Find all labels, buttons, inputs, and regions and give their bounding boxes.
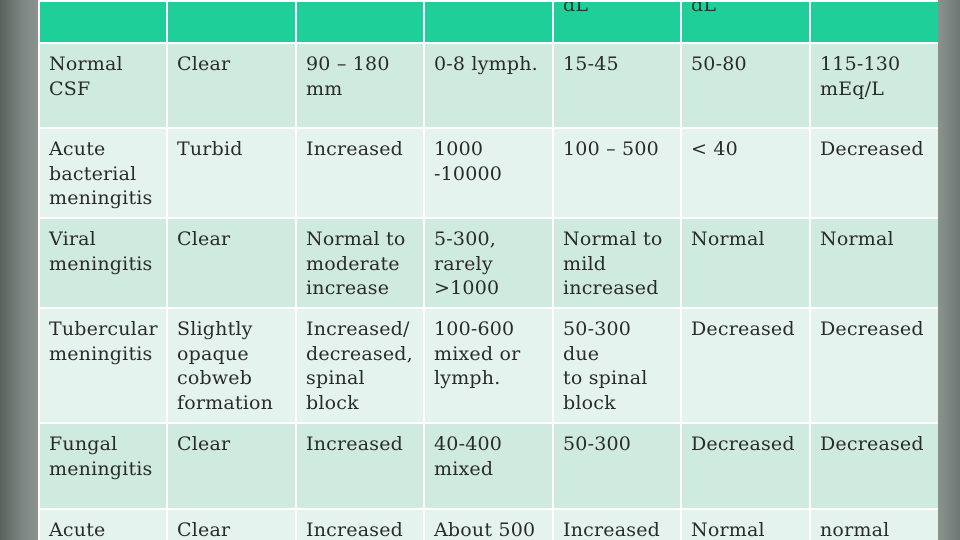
- table-cell: Normal: [680, 217, 811, 309]
- table-row: Tubercular meningitis Slightly opaque co…: [38, 307, 938, 424]
- table-cell: Tubercular meningitis: [38, 307, 168, 424]
- header-cell: [38, 0, 168, 44]
- table-cell: < 40: [680, 127, 811, 219]
- header-cell-glucose: dL: [680, 0, 811, 44]
- table-header-row: dL dL: [38, 0, 938, 44]
- table-cell: Acute: [38, 508, 168, 540]
- table-cell: About 500: [423, 508, 554, 540]
- table-cell: Normal to moderate increase: [295, 217, 425, 309]
- table-cell: Normal to mild increased: [552, 217, 682, 309]
- header-cell: [809, 0, 938, 44]
- table-cell: Normal CSF: [38, 42, 168, 129]
- table-cell: 1000 -10000: [423, 127, 554, 219]
- table-row: Acute Clear Increased About 500 Increase…: [38, 508, 938, 540]
- table-cell: Normal: [680, 508, 811, 540]
- table-cell: 0-8 lymph.: [423, 42, 554, 129]
- table-cell: Fungal meningitis: [38, 422, 168, 510]
- table-cell: 100 – 500: [552, 127, 682, 219]
- table-cell: Decreased: [809, 307, 938, 424]
- header-cell-protein: dL: [552, 0, 682, 44]
- table-row: Normal CSF Clear 90 – 180 mm 0-8 lymph. …: [38, 42, 938, 129]
- table-row: Fungal meningitis Clear Increased 40-400…: [38, 422, 938, 510]
- table-cell: 115-130 mEq/L: [809, 42, 938, 129]
- table-cell: Clear: [166, 508, 297, 540]
- table-cell: Increased: [295, 422, 425, 510]
- table-cell: Acute bacterial meningitis: [38, 127, 168, 219]
- table-cell: Decreased: [809, 422, 938, 510]
- table-cell: Decreased: [809, 127, 938, 219]
- table-cell: Increased: [552, 508, 682, 540]
- table-row: Viral meningitis Clear Normal to moderat…: [38, 217, 938, 309]
- table-cell: 15-45: [552, 42, 682, 129]
- table-cell: 90 – 180 mm: [295, 42, 425, 129]
- table-cell: Decreased: [680, 422, 811, 510]
- table-cell: Turbid: [166, 127, 297, 219]
- table-cell: 50-80: [680, 42, 811, 129]
- header-cell: [295, 0, 425, 44]
- slide-frame-right: [938, 0, 960, 540]
- header-cell: [166, 0, 297, 44]
- slide-frame-left: [0, 0, 38, 540]
- table-cell: 50-300 due to spinal block: [552, 307, 682, 424]
- header-cell: [423, 0, 554, 44]
- table-cell: Clear: [166, 217, 297, 309]
- table-cell: Decreased: [680, 307, 811, 424]
- table-cell: 50-300: [552, 422, 682, 510]
- table-cell: Increased: [295, 127, 425, 219]
- table-cell: Increased: [295, 508, 425, 540]
- table-cell: Slightly opaque cobweb formation: [166, 307, 297, 424]
- table-row: Acute bacterial meningitis Turbid Increa…: [38, 127, 938, 219]
- table-cell: Increased/ decreased, spinal block: [295, 307, 425, 424]
- table-cell: 40-400 mixed: [423, 422, 554, 510]
- table-cell: Clear: [166, 42, 297, 129]
- table-cell: Normal: [809, 217, 938, 309]
- table-cell: Viral meningitis: [38, 217, 168, 309]
- csf-findings-table-container: dL dL Normal CSF Clear 90 – 180 mm 0-8 l…: [38, 0, 938, 540]
- table-cell: 5-300, rarely >1000: [423, 217, 554, 309]
- table-cell: Clear: [166, 422, 297, 510]
- table-cell: 100-600 mixed or lymph.: [423, 307, 554, 424]
- csf-findings-table: dL dL Normal CSF Clear 90 – 180 mm 0-8 l…: [38, 0, 938, 540]
- table-cell: normal: [809, 508, 938, 540]
